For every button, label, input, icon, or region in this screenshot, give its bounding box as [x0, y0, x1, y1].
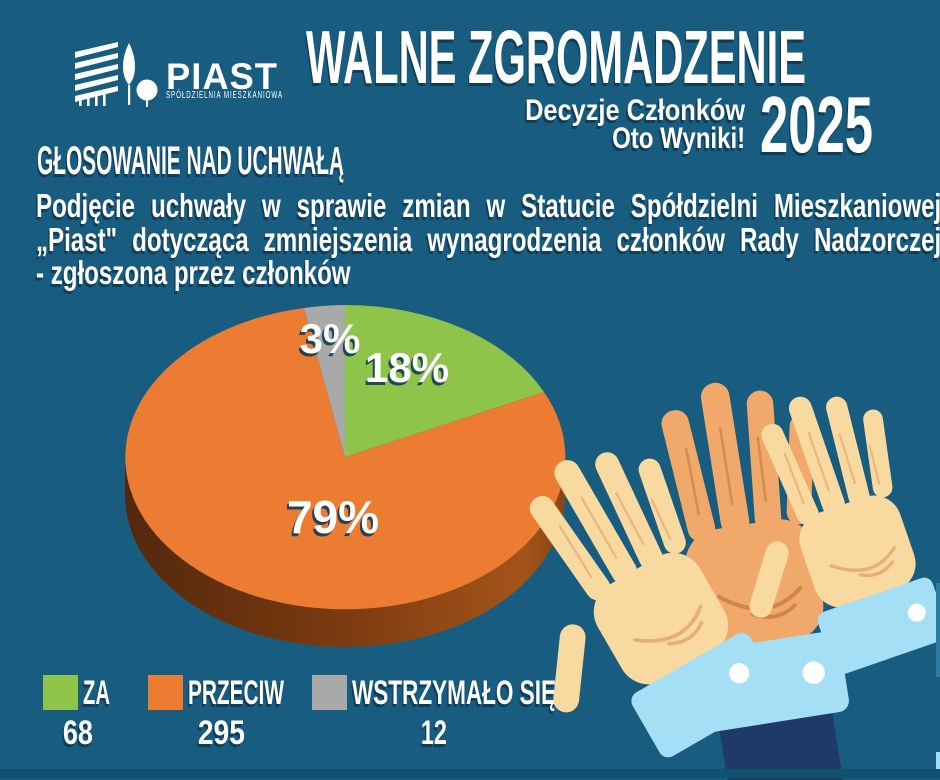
page-title: WALNE ZGROMADZENIE — [306, 20, 940, 95]
vote-heading: GŁOSOWANIE NAD UCHWAŁĄ — [37, 139, 344, 183]
legend-label-za: ZA — [83, 674, 110, 712]
legend-swatch-wstrzymalo — [312, 675, 347, 710]
pie-label-wstrzymalo: 3% — [299, 315, 361, 362]
vote-description-line2: „Piast" dotycząca zmniejszenia wynagrodz… — [36, 220, 940, 258]
vote-description-line1: Podjęcie uchwały w sprawie zmian w Statu… — [36, 187, 940, 224]
pie-label-za: 18% — [365, 344, 450, 391]
piast-logo-icon — [75, 42, 158, 107]
pie-slice-wstrzymalo — [304, 305, 345, 457]
legend-item-wstrzymalo: WSTRZYMAŁO SIĘ 12 — [312, 675, 556, 752]
pie-side-rim — [125, 457, 565, 647]
pie-slice-przeciw — [125, 308, 566, 610]
footer-bar — [0, 769, 940, 778]
pie-slice-za — [345, 304, 544, 457]
page-title-text: WALNE ZGROMADZENIE — [306, 15, 806, 99]
legend-value-wstrzymalo: 12 — [420, 714, 447, 752]
pie-chart — [125, 304, 566, 647]
year-label: 2025 — [760, 80, 873, 169]
logo-bush — [136, 79, 158, 107]
legend-item-za: ZA 68 — [43, 675, 113, 750]
right-edge-cuff-fragment — [936, 752, 940, 778]
vote-description-line3: - zgłoszona przez członków — [36, 254, 351, 291]
legend-value-za: 68 — [62, 714, 93, 752]
legend-value-przeciw: 295 — [197, 714, 245, 752]
logo-tagline-text: SPÓŁDZIELNIA MIESZKANIOWA — [166, 90, 283, 101]
legend-item-przeciw: PRZECIW 295 — [148, 675, 294, 750]
subtitle-line1: Decyzje Członków — [525, 94, 745, 127]
legend-swatch-przeciw — [148, 675, 183, 710]
logo-building — [75, 42, 118, 106]
logo-name: PIAST — [166, 56, 280, 98]
raised-hands-illustration — [446, 368, 940, 780]
subtitle: Decyzje Członków Oto Wyniki! — [485, 94, 745, 155]
legend-label-wstrzymalo: WSTRZYMAŁO SIĘ — [352, 674, 556, 712]
legend-swatch-za — [43, 675, 78, 710]
pie-label-przeciw: 79% — [286, 491, 380, 543]
logo-tree — [122, 43, 136, 105]
logo-name-text: PIAST — [166, 56, 278, 97]
subtitle-line2: Oto Wyniki! — [612, 122, 745, 155]
logo-tagline: SPÓŁDZIELNIA MIESZKANIOWA — [166, 90, 355, 101]
vote-description: Podjęcie uchwały w sprawie zmian w Statu… — [36, 189, 940, 290]
right-edge-fragment — [936, 583, 940, 677]
legend-label-przeciw: PRZECIW — [188, 674, 284, 712]
